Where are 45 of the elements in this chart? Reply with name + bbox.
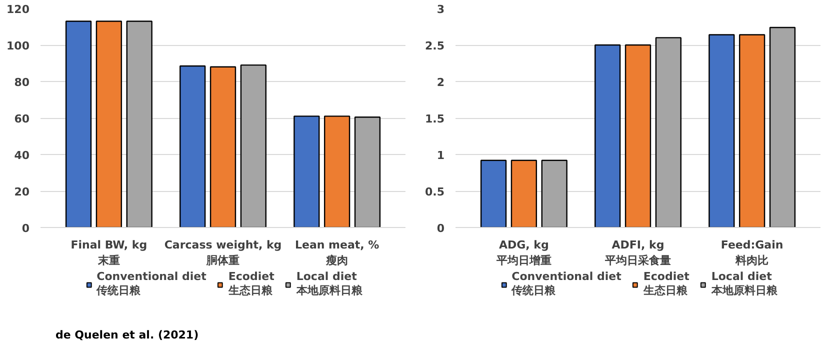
legend-label: Local diet 本地原料日粮	[711, 270, 778, 298]
bar	[738, 34, 766, 228]
bar	[480, 160, 507, 228]
y-tick-label: 0.5	[425, 186, 445, 198]
bar	[510, 160, 538, 228]
bar	[769, 26, 796, 228]
y-tick-label: 1.5	[425, 112, 445, 126]
legend-label: Local diet 本地原料日粮	[296, 270, 362, 298]
x-tick-label: Feed:Gain 料肉比	[720, 238, 784, 268]
y-tick-label: 40	[14, 149, 30, 162]
y-tick-label: 80	[14, 76, 30, 89]
bar	[541, 160, 568, 228]
legend-label: Conventional diet 传统日粮	[96, 270, 206, 298]
bar	[354, 116, 381, 228]
x-tick-label: Final BW, kg 末重	[70, 238, 148, 268]
bar	[65, 20, 92, 228]
y-tick-label: 1	[436, 149, 444, 162]
bar	[180, 65, 206, 228]
bar	[240, 64, 266, 228]
bar	[708, 34, 735, 228]
legend-label: Ecodiet 生态日粮	[643, 270, 690, 298]
bar	[655, 37, 682, 228]
y-tick-label: 3	[436, 3, 444, 16]
x-tick-label: Carcass weight, kg 胴体重	[164, 238, 282, 268]
bar	[96, 20, 122, 228]
y-tick-label: 0	[436, 222, 445, 235]
bar	[294, 116, 320, 228]
x-tick-label: ADFI, kg 平均日采食量	[604, 238, 671, 268]
y-tick-label: 2	[436, 76, 444, 89]
y-tick-label: 60	[14, 112, 30, 126]
y-tick-label: 20	[14, 186, 30, 198]
x-tick-label: Lean meat, % 瘦肉	[294, 238, 380, 268]
text: de Quelen et al. (2021)	[56, 328, 199, 342]
bar	[210, 66, 236, 228]
legend-label: Conventional diet 传统日粮	[512, 270, 622, 298]
bar	[624, 44, 652, 228]
y-tick-label: 0	[22, 222, 30, 235]
bar	[594, 44, 621, 228]
bar	[324, 116, 350, 228]
x-tick-label: ADG, kg 平均日增重	[495, 238, 552, 268]
legend-label: Ecodiet 生态日粮	[228, 270, 274, 298]
y-tick-label: 2.5	[425, 40, 445, 52]
y-tick-label: 100	[6, 40, 30, 52]
bar	[126, 20, 152, 228]
y-tick-label: 120	[6, 3, 30, 16]
